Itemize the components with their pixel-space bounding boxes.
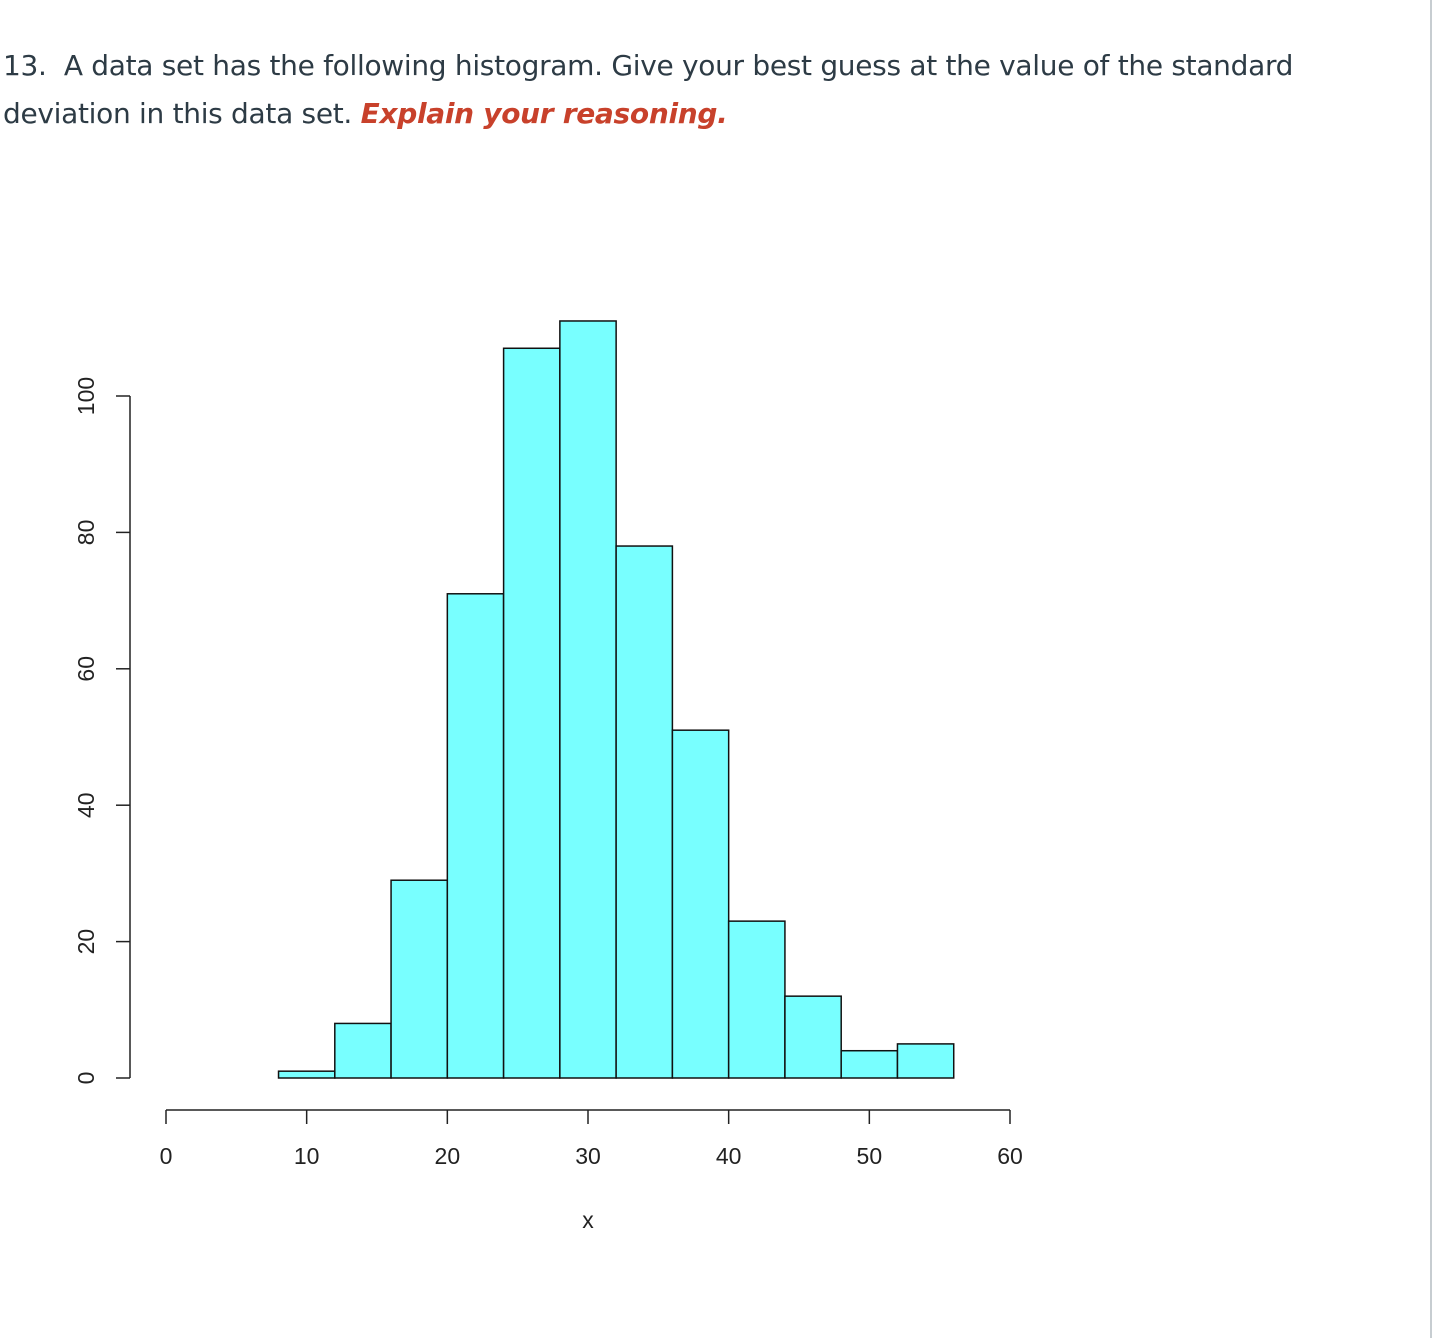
y-tick-label: 60 xyxy=(73,656,99,682)
y-tick-label: 20 xyxy=(73,929,99,955)
x-tick-label: 50 xyxy=(857,1143,883,1169)
y-tick-label: 0 xyxy=(73,1072,99,1085)
y-tick-label: 40 xyxy=(73,792,99,818)
x-tick-label: 0 xyxy=(160,1143,173,1169)
bar xyxy=(334,1022,392,1079)
bar xyxy=(390,879,449,1079)
bar xyxy=(671,729,730,1079)
bar xyxy=(840,1049,899,1079)
page-edge xyxy=(1430,0,1432,1338)
x-tick-label: 10 xyxy=(294,1143,320,1169)
bar xyxy=(615,545,674,1079)
x-tick-label: 40 xyxy=(716,1143,742,1169)
bar xyxy=(502,347,561,1079)
question-number: 13. xyxy=(3,49,47,82)
bar xyxy=(784,995,842,1079)
bar xyxy=(446,593,505,1079)
bar xyxy=(559,320,617,1079)
bar xyxy=(896,1043,955,1079)
x-tick-label: 30 xyxy=(575,1143,601,1169)
y-tick-label: 80 xyxy=(73,520,99,546)
question-emphasis: Explain your reasoning. xyxy=(360,97,728,130)
question-text: A data set has the following histogram. … xyxy=(3,49,1294,130)
question: 13. A data set has the following histogr… xyxy=(3,42,1323,138)
x-axis-label: x xyxy=(582,1207,594,1233)
x-tick-label: 20 xyxy=(435,1143,461,1169)
bar xyxy=(727,920,786,1079)
y-tick-label: 100 xyxy=(73,377,99,415)
bar xyxy=(277,1070,336,1079)
x-tick-label: 60 xyxy=(997,1143,1023,1169)
